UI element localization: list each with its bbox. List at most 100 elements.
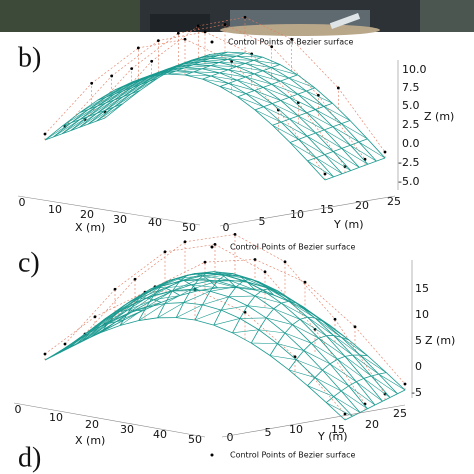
member: [299, 319, 327, 336]
member: [138, 303, 166, 321]
member: [263, 83, 272, 88]
member: [348, 339, 368, 357]
member: [314, 369, 323, 378]
member: [297, 74, 316, 89]
member: [325, 335, 346, 357]
member: [307, 132, 316, 137]
member: [311, 342, 338, 360]
member: [350, 144, 377, 162]
member: [201, 61, 220, 63]
control-point: [283, 260, 287, 264]
control-line: [204, 31, 252, 55]
member: [239, 318, 259, 331]
member: [237, 96, 264, 108]
control-line: [314, 329, 366, 405]
member: [307, 385, 327, 403]
member: [224, 273, 233, 276]
control-line: [111, 40, 159, 77]
member: [211, 75, 238, 81]
member: [217, 280, 237, 288]
member: [280, 121, 299, 140]
member: [184, 74, 212, 77]
member: [378, 373, 398, 395]
y-tick-label: 0: [227, 431, 234, 444]
member: [70, 119, 80, 124]
member: [254, 295, 274, 310]
member: [63, 340, 83, 351]
member: [184, 74, 203, 80]
member: [202, 75, 212, 80]
control-point: [253, 258, 257, 261]
member: [288, 369, 316, 378]
member: [228, 79, 238, 84]
member: [279, 64, 298, 76]
member: [184, 64, 194, 69]
member: [254, 289, 274, 296]
member: [253, 59, 281, 65]
member: [323, 129, 343, 149]
control-line: [64, 75, 112, 127]
member: [254, 106, 264, 111]
member: [113, 103, 123, 108]
member: [243, 278, 252, 282]
member: [314, 377, 335, 397]
x-tick-label: 0: [19, 196, 26, 209]
member: [164, 302, 184, 304]
member: [179, 272, 207, 282]
member: [253, 59, 272, 68]
member: [292, 318, 301, 325]
member: [134, 299, 154, 311]
member: [210, 75, 229, 84]
member: [374, 400, 383, 406]
member: [53, 122, 72, 138]
member: [306, 112, 333, 128]
axis-line: [17, 195, 201, 226]
member: [161, 280, 169, 287]
member: [79, 113, 98, 128]
member: [262, 288, 271, 291]
member: [280, 80, 307, 92]
member: [306, 87, 316, 92]
member: [322, 363, 331, 371]
member: [53, 119, 80, 138]
member: [262, 70, 281, 82]
control-line: [271, 46, 319, 96]
member: [288, 74, 298, 79]
member: [284, 324, 293, 334]
member: [344, 356, 365, 379]
member: [153, 299, 162, 303]
member: [105, 96, 124, 111]
member: [228, 82, 247, 95]
member: [194, 273, 203, 277]
member: [218, 51, 228, 56]
member: [157, 286, 166, 289]
member: [307, 160, 334, 178]
member: [288, 359, 297, 371]
member: [193, 61, 202, 66]
control-point: [243, 15, 247, 19]
control-point: [203, 260, 207, 264]
member: [145, 295, 155, 308]
member: [289, 115, 299, 120]
member: [341, 123, 360, 143]
z-tick-label: -2.5: [398, 156, 419, 169]
member: [251, 342, 278, 344]
member: [324, 154, 351, 171]
member: [323, 102, 333, 107]
member: [323, 106, 351, 121]
member: [295, 350, 305, 360]
member: [329, 363, 350, 387]
member: [96, 109, 106, 114]
member: [227, 58, 254, 61]
member: [289, 118, 316, 134]
member: [116, 302, 136, 314]
member: [359, 354, 368, 357]
control-point: [63, 342, 67, 346]
member: [298, 135, 308, 140]
member: [232, 329, 259, 334]
member: [340, 336, 361, 356]
member: [318, 337, 338, 360]
member: [280, 96, 290, 101]
member: [258, 329, 278, 344]
member: [79, 123, 88, 128]
